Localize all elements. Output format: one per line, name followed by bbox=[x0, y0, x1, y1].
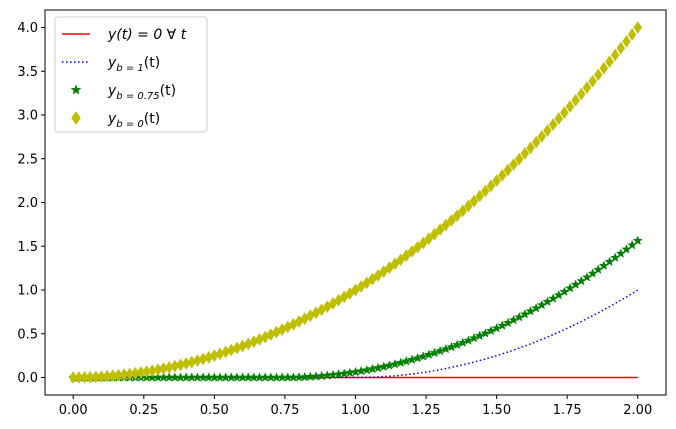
data-point bbox=[474, 330, 485, 341]
legend-entry-b075: yb = 0.75(t) bbox=[70, 83, 176, 102]
x-tick-label: 1.75 bbox=[553, 403, 582, 418]
legend-label: y(t) = 0 ∀ t bbox=[107, 27, 187, 43]
data-point bbox=[492, 174, 501, 188]
data-point bbox=[430, 227, 439, 241]
series-layer bbox=[68, 21, 643, 384]
data-point bbox=[582, 81, 592, 95]
data-point bbox=[424, 232, 434, 246]
data-point bbox=[588, 74, 597, 88]
y-tick-label: 4.0 bbox=[17, 21, 38, 36]
y-tick-label: 1.5 bbox=[17, 240, 38, 255]
data-point bbox=[435, 223, 445, 237]
data-point bbox=[627, 28, 637, 41]
data-point bbox=[514, 152, 524, 166]
data-point bbox=[508, 314, 519, 325]
y-tick-label: 3.5 bbox=[17, 65, 38, 80]
y-tick-label: 1.0 bbox=[17, 284, 38, 299]
data-point bbox=[469, 332, 480, 343]
data-point bbox=[447, 213, 456, 227]
y-axis: 0.0 0.5 1.0 1.5 2.0 2.5 3.0 3.5 4.0 bbox=[17, 21, 45, 386]
data-point bbox=[509, 158, 518, 172]
series-b075 bbox=[68, 235, 643, 382]
data-point bbox=[577, 87, 586, 101]
data-point bbox=[514, 311, 525, 322]
data-point bbox=[548, 118, 558, 132]
data-point bbox=[413, 240, 422, 254]
data-point bbox=[440, 343, 451, 354]
data-point bbox=[446, 341, 457, 352]
legend-swatch bbox=[71, 111, 81, 125]
data-point bbox=[632, 235, 643, 246]
data-point bbox=[396, 253, 405, 267]
data-point bbox=[457, 337, 468, 348]
data-point bbox=[503, 163, 513, 177]
data-point bbox=[497, 168, 507, 182]
y-tick-label: 2.0 bbox=[17, 196, 38, 211]
data-point bbox=[463, 335, 474, 345]
legend-label: yb = 0(t) bbox=[107, 111, 160, 130]
y-tick-label: 0.5 bbox=[17, 327, 38, 342]
data-point bbox=[543, 124, 552, 137]
data-point bbox=[537, 129, 547, 143]
data-point bbox=[464, 199, 473, 213]
legend-entry-b0: yb = 0(t) bbox=[71, 111, 160, 130]
legend: y(t) = 0 ∀ t yb = 1(t) yb = 0.75(t) yb = 0(… bbox=[54, 16, 208, 133]
data-point bbox=[560, 106, 569, 120]
data-point bbox=[599, 61, 609, 75]
data-point bbox=[475, 189, 485, 203]
legend-label: yb = 0.75(t) bbox=[107, 83, 176, 102]
data-point bbox=[526, 141, 535, 155]
legend-box bbox=[54, 16, 208, 133]
y-tick-label: 2.5 bbox=[17, 152, 38, 167]
data-point bbox=[622, 34, 631, 48]
data-point bbox=[458, 204, 468, 218]
data-point bbox=[616, 41, 626, 55]
data-point bbox=[469, 194, 479, 208]
legend-label: yb = 1(t) bbox=[107, 55, 160, 74]
data-point bbox=[402, 249, 411, 263]
legend-swatch bbox=[70, 84, 82, 95]
data-point bbox=[497, 320, 508, 330]
x-axis: 0.00 0.25 0.50 0.75 1.00 1.25 1.50 1.75 2.00 bbox=[59, 395, 652, 418]
data-point bbox=[610, 48, 620, 62]
x-tick-label: 0.25 bbox=[129, 403, 158, 418]
series-b0 bbox=[68, 21, 643, 384]
data-point bbox=[554, 112, 564, 126]
data-point bbox=[485, 325, 497, 336]
data-point bbox=[452, 339, 463, 350]
data-point bbox=[531, 135, 541, 149]
data-point bbox=[486, 179, 496, 193]
data-point bbox=[633, 21, 643, 34]
data-point bbox=[407, 245, 417, 258]
data-point bbox=[565, 100, 575, 113]
data-point bbox=[481, 184, 490, 198]
x-tick-label: 1.00 bbox=[341, 403, 370, 418]
data-point bbox=[593, 68, 603, 82]
data-point bbox=[480, 328, 491, 338]
data-point bbox=[418, 236, 428, 250]
legend-entry-zero: y(t) = 0 ∀ t bbox=[62, 27, 187, 43]
x-tick-label: 0.50 bbox=[200, 403, 229, 418]
x-tick-label: 0.00 bbox=[59, 403, 88, 418]
y-tick-label: 3.0 bbox=[17, 109, 38, 124]
data-point bbox=[390, 257, 400, 271]
x-tick-label: 1.50 bbox=[482, 403, 511, 418]
x-tick-label: 2.00 bbox=[623, 403, 652, 418]
data-point bbox=[520, 147, 530, 160]
data-point bbox=[502, 317, 513, 328]
data-point bbox=[441, 218, 451, 232]
x-tick-label: 1.25 bbox=[412, 403, 441, 418]
data-point bbox=[605, 55, 614, 69]
data-point bbox=[571, 93, 580, 107]
y-tick-label: 0.0 bbox=[17, 371, 38, 386]
legend-entry-b1: yb = 1(t) bbox=[62, 55, 160, 74]
x-tick-label: 0.75 bbox=[270, 403, 299, 418]
data-point bbox=[452, 209, 462, 223]
data-point bbox=[491, 322, 502, 333]
